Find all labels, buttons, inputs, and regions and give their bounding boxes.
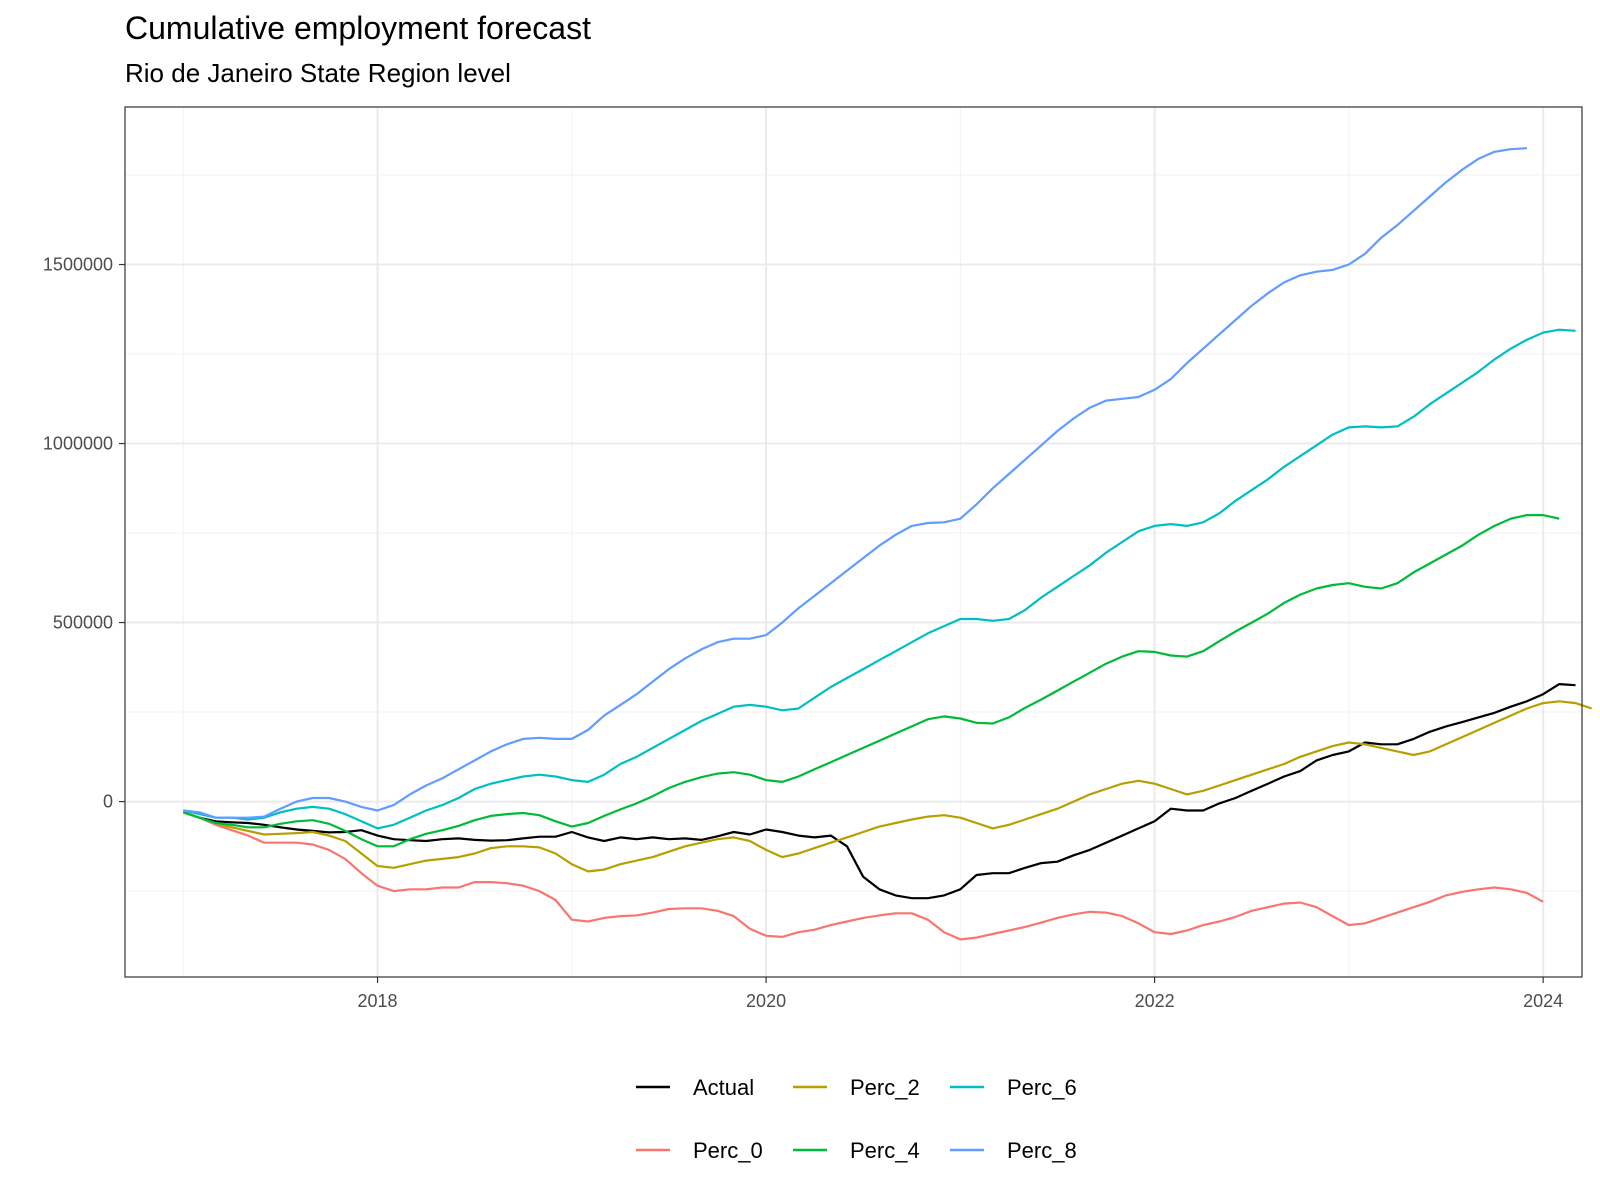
series-line-perc-0 [182, 811, 1544, 941]
series-layer [182, 147, 1593, 941]
legend-item-perc-4: Perc_4 [793, 1138, 920, 1163]
legend-label: Perc_8 [1007, 1138, 1077, 1163]
legend-label: Perc_6 [1007, 1075, 1077, 1100]
legend: Actual Perc_2 Perc_6 Perc_0 Perc_4 Perc_8 [636, 1075, 1077, 1163]
legend-label: Perc_4 [850, 1138, 920, 1163]
legend-item-perc-2: Perc_2 [793, 1075, 920, 1100]
plot-background [125, 107, 1582, 977]
x-tick-label: 2018 [358, 991, 398, 1011]
series-line-perc-4 [182, 513, 1560, 848]
series-line-perc-2 [182, 700, 1593, 873]
legend-item-perc-0: Perc_0 [636, 1138, 763, 1163]
y-tick-label: 500000 [53, 613, 113, 633]
x-tick-label: 2020 [746, 991, 786, 1011]
legend-label: Perc_2 [850, 1075, 920, 1100]
series-line-perc-6 [183, 328, 1576, 830]
x-tick-label: 2024 [1523, 991, 1563, 1011]
legend-item-perc-8: Perc_8 [950, 1138, 1077, 1163]
series-line-actual [182, 682, 1576, 900]
y-tick-label: 1500000 [43, 255, 113, 275]
x-tick-label: 2022 [1135, 991, 1175, 1011]
grid [125, 107, 1582, 977]
plot-border [124, 106, 1583, 978]
legend-label: Perc_0 [693, 1138, 763, 1163]
series-line-perc-8 [183, 147, 1527, 819]
legend-label: Actual [693, 1075, 754, 1100]
y-tick-label: 1000000 [43, 434, 113, 454]
legend-item-perc-6: Perc_6 [950, 1075, 1077, 1100]
axes: 2018 2020 2022 2024 0 500000 1000000 1500000 [43, 255, 1563, 1011]
y-tick-label: 0 [103, 792, 113, 812]
chart-subtitle: Rio de Janeiro State Region level [125, 58, 511, 88]
chart-title: Cumulative employment forecast [125, 10, 591, 46]
legend-item-actual: Actual [636, 1075, 754, 1100]
